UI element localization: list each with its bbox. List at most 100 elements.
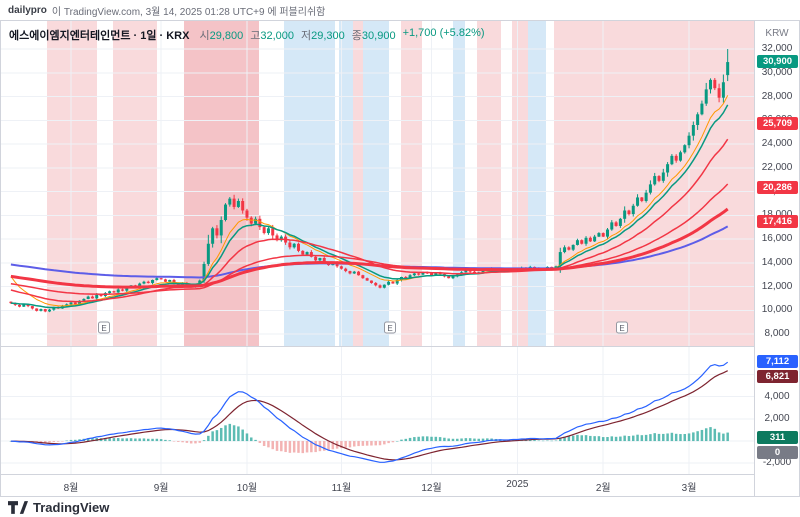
macd-histogram-bar — [584, 435, 588, 442]
macd-histogram-bar — [151, 438, 154, 442]
macd-histogram-bar — [430, 436, 433, 442]
candle-body — [146, 281, 150, 283]
macd-histogram-bar — [395, 440, 399, 442]
macd-histogram-bar — [576, 434, 579, 442]
candle-body — [322, 258, 326, 263]
candle-body — [241, 201, 245, 211]
macd-histogram-bar — [104, 437, 107, 442]
candle-body — [288, 242, 292, 248]
candle-body — [674, 155, 678, 161]
candle-body — [691, 125, 695, 136]
time-tick-label: 10월 — [236, 483, 258, 494]
macd-histogram-bar — [280, 441, 283, 452]
earnings-marker-letter: E — [619, 324, 624, 333]
macd-histogram-bar — [56, 441, 60, 442]
candle-body — [717, 88, 721, 98]
macd-histogram-bar — [468, 438, 472, 442]
macd-histogram-bar — [198, 441, 202, 443]
macd-histogram-bar — [563, 436, 566, 442]
macd-histogram-bar — [211, 431, 214, 442]
symbol-title[interactable]: 에스에이엠지엔터테인먼트 · 1일 · KRX — [9, 30, 190, 42]
candle-body — [339, 266, 343, 269]
price-tick-label: 24,000 — [761, 138, 793, 149]
macd-histogram-bar — [692, 432, 695, 442]
panel-divider[interactable] — [1, 346, 799, 347]
candle-body — [138, 283, 142, 287]
ma-orange — [10, 95, 729, 307]
price-tick-label: 30,000 — [761, 66, 793, 78]
candle-body — [116, 289, 120, 293]
candle-body — [172, 279, 176, 283]
author-link[interactable]: dailypro — [8, 4, 47, 16]
macd-histogram-bar — [662, 433, 665, 442]
price-badge: 17,416 — [757, 215, 798, 229]
macd-histogram-bar — [108, 437, 111, 442]
price-tick-label: 10,000 — [761, 304, 793, 316]
time-tick-label: 2025 — [506, 479, 529, 490]
tradingview-logo-icon[interactable] — [8, 500, 28, 514]
macd-histogram-bar — [644, 434, 648, 442]
macd-histogram-bar — [554, 440, 558, 442]
macd-histogram-bar — [134, 438, 137, 442]
price-axis[interactable]: KRW 32,00030,00028,00026,00024,00022,000… — [754, 21, 799, 496]
macd-histogram-bar — [434, 436, 438, 442]
macd-histogram-bar — [69, 439, 73, 442]
macd-histogram-bar — [168, 440, 171, 442]
tradingview-brand[interactable]: TradingView — [33, 499, 110, 515]
candle-body — [314, 256, 318, 261]
macd-histogram-bar — [447, 438, 450, 442]
candle-body — [726, 62, 730, 76]
earnings-marker-icon — [98, 321, 110, 334]
macd-histogram-bar — [228, 423, 232, 442]
macd-histogram-bar — [383, 441, 386, 445]
macd-histogram-bar — [537, 440, 541, 442]
macd-histogram-bar — [473, 438, 476, 442]
candle-body — [700, 103, 704, 115]
candle-body — [412, 273, 416, 276]
candle-body — [666, 164, 670, 173]
candle-body — [292, 243, 296, 248]
candle-body — [417, 273, 421, 275]
macd-histogram-bar — [649, 434, 652, 442]
macd-histogram-bar — [443, 437, 446, 442]
session-band — [184, 21, 259, 346]
macd-histogram-bar — [704, 428, 708, 442]
candle-body — [275, 235, 279, 241]
macd-histogram-bar — [353, 441, 356, 447]
macd-signal-line — [10, 370, 728, 461]
macd-histogram-bar — [155, 438, 159, 442]
macd-histogram-bar — [413, 437, 416, 442]
macd-histogram-bar — [241, 429, 244, 442]
macd-histogram-bar — [361, 441, 365, 446]
macd-panel-canvas[interactable] — [1, 346, 754, 474]
macd-histogram-bar — [408, 437, 412, 442]
candle-body — [305, 252, 309, 255]
macd-histogram-bar — [486, 438, 489, 442]
candle-body — [374, 282, 378, 286]
candle-body — [262, 227, 266, 234]
macd-histogram-bar — [310, 441, 313, 453]
macd-histogram-bar — [640, 435, 644, 442]
candle-body — [430, 273, 434, 276]
macd-histogram-bar — [327, 441, 330, 451]
time-axis[interactable]: 8월 9월 10월 11월 12월 2025 2월 3월 — [1, 475, 754, 496]
candle-body — [224, 204, 228, 220]
candle-body — [687, 135, 691, 146]
macd-histogram-bar — [632, 435, 635, 442]
macd-histogram-bar — [657, 433, 661, 442]
candle-body — [696, 114, 700, 125]
macd-histogram-bar — [559, 438, 562, 442]
candle-body — [653, 176, 657, 185]
earnings-marker-letter: E — [101, 324, 106, 333]
macd-histogram-bar — [314, 441, 317, 453]
candle-body — [670, 155, 674, 165]
macd-histogram-bar — [374, 441, 377, 446]
candle-body — [661, 172, 665, 181]
candle-body — [678, 152, 682, 161]
macd-histogram-bar — [185, 441, 189, 443]
candle-body — [558, 252, 562, 267]
macd-histogram-bar — [481, 438, 485, 442]
candle-body — [39, 309, 43, 311]
candle-body — [211, 228, 215, 244]
